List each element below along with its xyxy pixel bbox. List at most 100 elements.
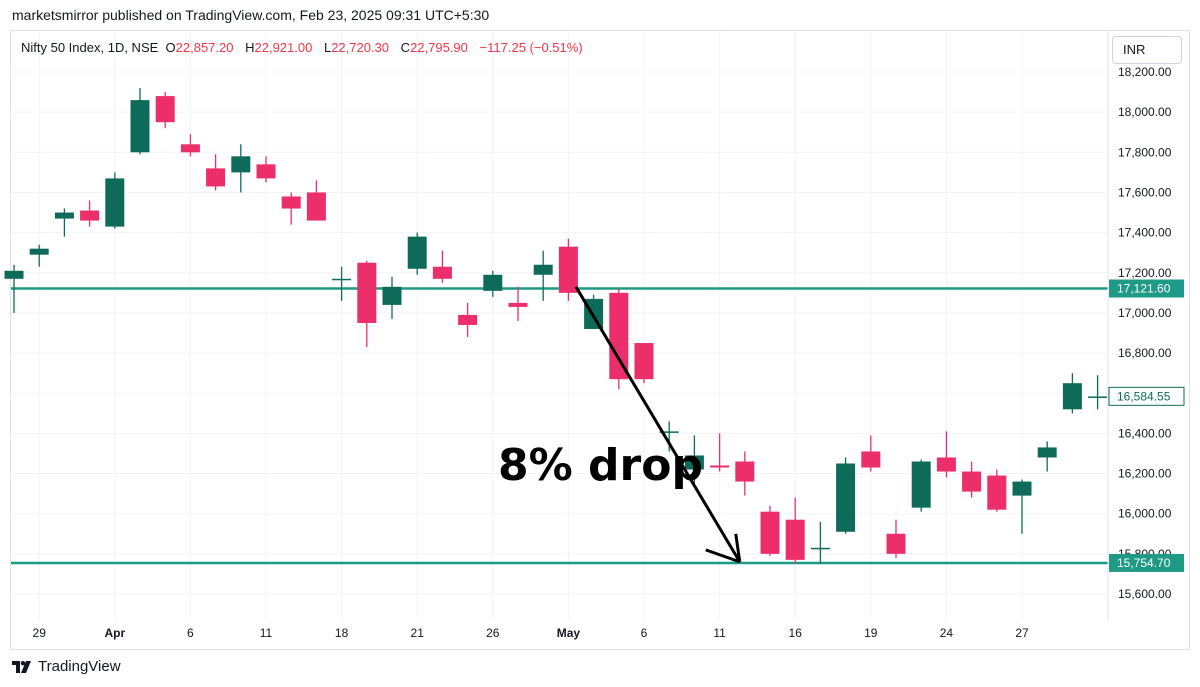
candle-body (735, 461, 755, 482)
candle-body (80, 210, 100, 221)
candle-body (332, 278, 352, 281)
x-tick-label: 6 (641, 626, 648, 640)
candle (861, 435, 881, 472)
change-value: −117.25 (−0.51%) (479, 40, 583, 55)
candle (105, 172, 125, 229)
horizontal-levels (11, 287, 1108, 565)
candle (155, 92, 175, 129)
x-tick-label: 26 (486, 626, 500, 640)
candle (836, 457, 856, 534)
candle-body (760, 511, 780, 554)
candle-body (659, 431, 679, 433)
symbol-label: Nifty 50 Index, 1D, NSE (21, 40, 159, 55)
y-tick-label: 17,000.00 (1118, 306, 1172, 320)
footer-brand: TradingView (38, 658, 121, 675)
low-value: 22,720.30 (331, 40, 390, 55)
candle (810, 521, 830, 564)
candle-body (432, 266, 452, 279)
open-label: O (165, 40, 176, 55)
y-tick-label: 17,400.00 (1118, 226, 1172, 240)
candle (911, 459, 931, 512)
arrow-shaft (574, 286, 742, 563)
last-price-tag (1108, 386, 1185, 406)
candle-body (155, 96, 175, 123)
candle (1088, 375, 1108, 410)
candle-body (256, 164, 276, 179)
candle-body (458, 314, 478, 325)
candle (281, 192, 301, 225)
arrow-head-left (705, 548, 741, 564)
low-label: L (323, 40, 332, 55)
open-value: 22,857.20 (175, 40, 234, 55)
candle-body (508, 302, 528, 307)
level-price-tag (1109, 279, 1184, 298)
candle (785, 497, 805, 564)
chart-frame (10, 30, 1190, 650)
x-tick-label: 21 (411, 626, 425, 640)
drop-annotation: 8% drop (498, 440, 703, 491)
candle (936, 431, 956, 478)
candle-body (306, 192, 326, 221)
candle (508, 286, 528, 321)
tradingview-logo-icon (12, 660, 31, 673)
candle (180, 134, 200, 157)
candle (710, 433, 730, 472)
x-tick-label: 18 (335, 626, 349, 640)
close-label: C (400, 40, 411, 55)
candle-body (29, 248, 49, 255)
high-label: H (245, 40, 255, 55)
y-tick-label: 16,800.00 (1118, 346, 1172, 360)
candle (609, 288, 629, 390)
x-tick-label: 6 (187, 626, 194, 640)
candle (886, 519, 906, 558)
candle (54, 208, 74, 237)
y-axis: 18,200.00 18,000.00 17,800.00 17,600.00 17,4… (1107, 31, 1172, 620)
candle (987, 469, 1007, 512)
candle (735, 451, 755, 496)
currency-button[interactable]: INR (1112, 36, 1182, 64)
candle (306, 180, 326, 221)
candle (357, 260, 377, 348)
y-tick-label: 18,000.00 (1118, 105, 1172, 119)
candle (382, 276, 402, 319)
candle (1012, 479, 1032, 534)
candle (29, 244, 49, 267)
candle-body (810, 547, 830, 550)
grid-lines (11, 31, 1108, 620)
candle-body (1012, 481, 1032, 496)
candle-body (836, 463, 856, 532)
candlesticks (4, 88, 1108, 564)
x-tick-label: 27 (1015, 626, 1029, 640)
candle-body (231, 156, 251, 173)
x-tick-label: Apr (104, 626, 125, 640)
candle-body (911, 461, 931, 508)
candle-body (483, 274, 503, 291)
candle-body (1037, 447, 1057, 458)
x-tick-label: 11 (260, 626, 273, 640)
candle (533, 250, 553, 301)
candle (1037, 441, 1057, 472)
y-tick-label: 17,800.00 (1118, 145, 1172, 159)
high-value: 22,921.00 (254, 40, 313, 55)
y-tick-label: 17,600.00 (1118, 185, 1172, 199)
candle-body (180, 144, 200, 153)
candle-body (4, 270, 24, 279)
y-tick-label: 18,200.00 (1118, 65, 1172, 79)
footer: TradingView (12, 658, 121, 675)
candle-body (281, 196, 301, 209)
close-value: 22,795.90 (410, 40, 468, 55)
y-tick-label: 17,200.00 (1118, 266, 1172, 280)
candle-body (785, 519, 805, 560)
candle-body (54, 212, 74, 219)
candle-body (357, 262, 377, 323)
candle (684, 435, 704, 486)
candle-body (962, 471, 982, 492)
candle-body (130, 100, 150, 153)
drop-arrow (574, 286, 742, 564)
candle-body (710, 465, 730, 468)
candle (634, 343, 654, 384)
candle-body (533, 264, 553, 275)
x-tick-label: 11 (713, 626, 726, 640)
level-price-label: 15,754.70 (1117, 556, 1171, 570)
